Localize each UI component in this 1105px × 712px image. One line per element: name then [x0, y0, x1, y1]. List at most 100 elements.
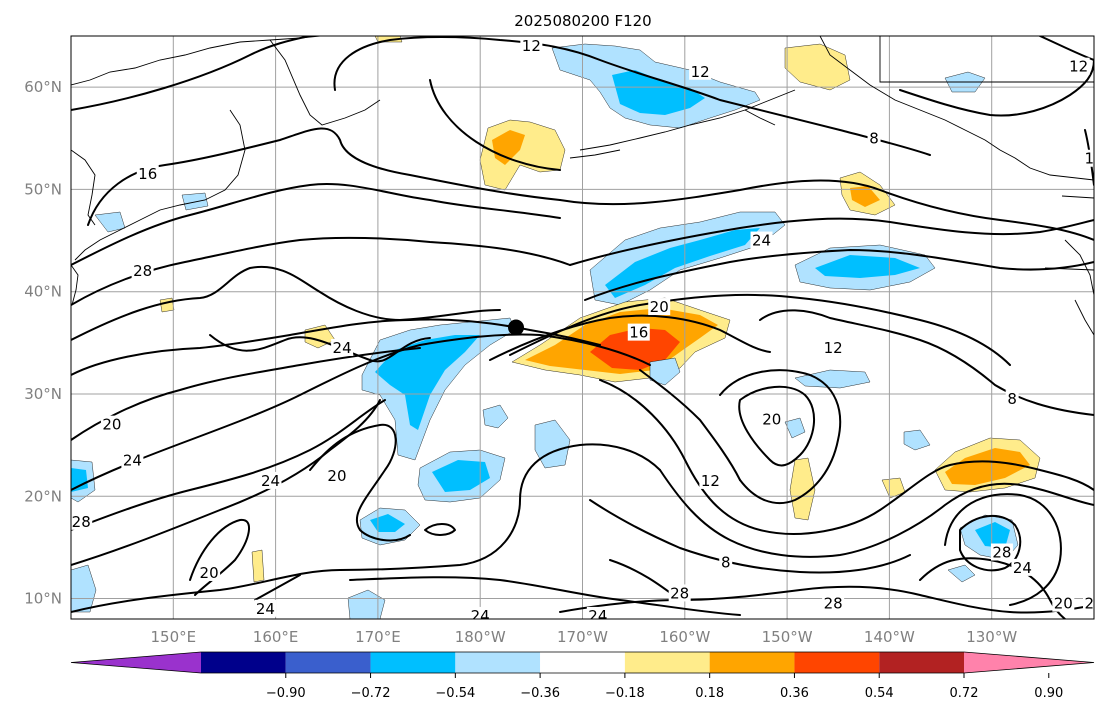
colorbar-outline — [70, 651, 1095, 674]
colorbar-tick-label: −0.72 — [351, 686, 391, 701]
contour-label-halo — [990, 543, 1013, 561]
shading-blue — [370, 514, 405, 532]
shading-orange — [945, 448, 1030, 485]
contour-label-halo — [760, 410, 783, 428]
longitude-label: 180°W — [455, 628, 506, 646]
grid-lines — [71, 36, 1094, 619]
contour-label: 24 — [1084, 595, 1103, 613]
contour-label: 20 — [1054, 595, 1073, 613]
colorbar-segment — [201, 652, 286, 673]
contour-label: 28 — [824, 595, 843, 613]
contour-label-halo — [648, 298, 671, 316]
contour-label: 20 — [762, 411, 781, 429]
contour-label-halo — [100, 415, 123, 433]
contour-label-halo — [1083, 594, 1094, 612]
shading-yellow — [159, 297, 175, 313]
map-frame — [70, 35, 1095, 620]
contour-label: 28 — [670, 584, 689, 602]
shading-red-orange — [590, 328, 680, 370]
contour-label-halo — [1052, 594, 1075, 612]
colorbar-tick-label: 0.72 — [950, 686, 979, 701]
colorbar: −0.90 −0.72 −0.54 −0.36 −0.18 0.18 0.36 0.54 0.7… — [70, 651, 1095, 701]
colorbar-tick-label: −0.90 — [266, 686, 306, 701]
colorbar-tick-label: −0.18 — [605, 686, 645, 701]
contour-label: 28 — [72, 513, 91, 531]
contour-label: 16 — [629, 324, 648, 342]
colorbar-extend-high — [964, 652, 1094, 673]
contour-label-halo — [719, 553, 733, 571]
contour-label-halo — [331, 338, 354, 356]
shading-orange — [850, 186, 880, 207]
contour-label: 24 — [752, 232, 771, 250]
contour-label-halo — [254, 599, 277, 617]
latitude-label: 30°N — [24, 385, 62, 403]
contour-label-halo — [867, 129, 881, 147]
colorbar-segment — [794, 652, 880, 673]
shading-blue-light — [482, 404, 509, 429]
contour-label-halo — [1005, 390, 1019, 408]
contour-lines — [71, 36, 1094, 619]
latitude-label: 50°N — [24, 180, 62, 198]
contour-label: 24 — [123, 451, 142, 469]
colorbar-tick-label: −0.36 — [520, 686, 560, 701]
longitude-label: 130°W — [966, 628, 1017, 646]
contour-label: 12 — [691, 63, 710, 81]
contour-label: 24 — [471, 607, 490, 625]
colorbar-extend-low — [71, 652, 201, 673]
colorbar-segment — [285, 652, 371, 673]
shading-yellow — [251, 549, 265, 583]
colorbar-tick-label: 0.90 — [1034, 686, 1063, 701]
contour-label: 8 — [869, 129, 879, 147]
latitude-label: 60°N — [24, 78, 62, 96]
colorbar-segment — [624, 652, 710, 673]
shading-blue — [71, 468, 88, 492]
contour-label-halo — [1083, 149, 1094, 167]
latitude-label: 40°N — [24, 283, 62, 301]
map-title: 2025080200 F120 — [514, 12, 651, 30]
contour-label-halo — [121, 451, 144, 469]
contour-label-halo — [131, 262, 154, 280]
longitude-label: 170°W — [557, 628, 608, 646]
colorbar-segment — [370, 652, 456, 673]
contour-label: 24 — [333, 339, 352, 357]
shading-blue — [432, 460, 490, 492]
contour-label-halo — [822, 594, 845, 612]
contour-label-halo — [1067, 57, 1090, 75]
contour-label-halo — [822, 338, 845, 356]
latitude-label: 10°N — [24, 590, 62, 608]
contour-label-halo — [520, 37, 543, 55]
shading-yellow — [789, 457, 816, 521]
shading-blue-light — [784, 417, 806, 439]
colorbar-tick-label: 0.18 — [695, 686, 724, 701]
colorbar-tick-label: −0.54 — [435, 686, 475, 701]
shading-blue — [815, 255, 920, 278]
colorbar-segment — [709, 652, 795, 673]
contour-label: 24 — [588, 607, 607, 625]
contour-label-halo — [71, 512, 93, 530]
contour-label-halo — [627, 323, 650, 341]
colorbar-segment — [540, 652, 625, 673]
contour-label: 16 — [1084, 150, 1103, 168]
colorbar-tick-label: 0.36 — [780, 686, 809, 701]
contour-label: 12 — [522, 37, 541, 55]
shading-yellow — [374, 36, 403, 43]
contour-label-halo — [198, 563, 221, 581]
latitude-labels: 60°N 50°N 40°N 30°N 20°N 10°N — [24, 78, 62, 607]
contour-label-halo — [668, 584, 691, 602]
contour-label: 12 — [824, 339, 843, 357]
longitude-label: 170°E — [355, 628, 401, 646]
contour-label: 28 — [992, 544, 1011, 562]
coastlines — [71, 36, 1094, 336]
contour-label: 8 — [1007, 390, 1017, 408]
shading-blue-light — [947, 564, 976, 583]
contour-label-halo — [259, 471, 282, 489]
contour-label-halo — [1011, 558, 1034, 576]
shading-blue — [975, 522, 1010, 548]
longitude-label: 160°E — [253, 628, 299, 646]
contour-label: 8 — [721, 554, 731, 572]
longitude-label: 140°W — [864, 628, 915, 646]
contour-label: 24 — [256, 600, 275, 618]
shading-blue — [612, 70, 705, 115]
